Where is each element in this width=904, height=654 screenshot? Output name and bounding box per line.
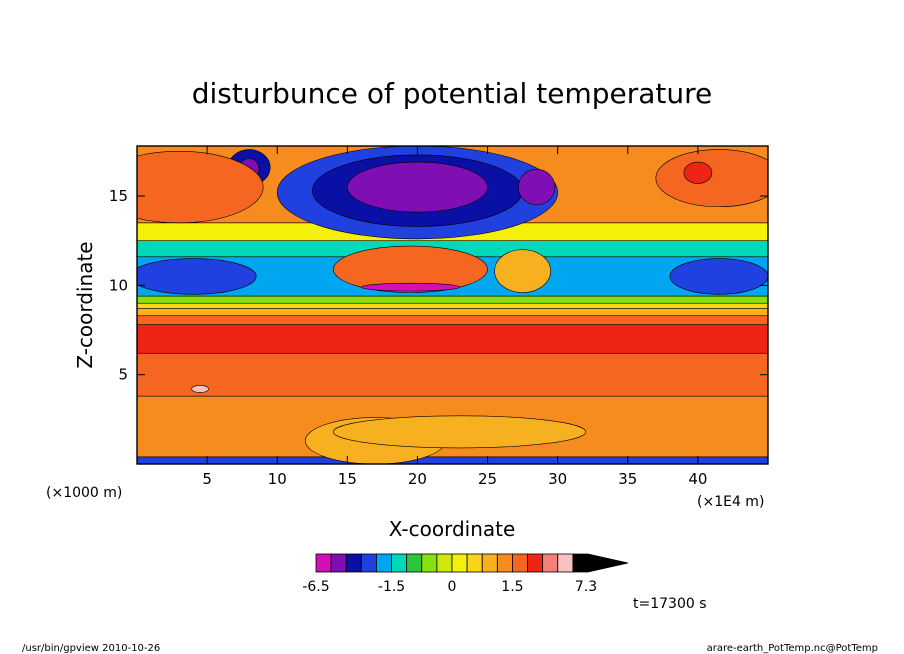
- field-blob: [683, 161, 713, 184]
- colorbar-swatch: [406, 553, 423, 573]
- field-blob: [333, 245, 488, 293]
- field-blob: [655, 149, 768, 208]
- colorbar-label: 1.5: [501, 579, 523, 595]
- field-blob: [669, 258, 768, 295]
- x-tick-label: 20: [408, 470, 427, 488]
- field-layer: [137, 146, 768, 464]
- x-unit-left: (×1000 m): [46, 485, 122, 501]
- field-blob: [494, 249, 551, 293]
- field-blob: [361, 282, 460, 292]
- x-tick-label: 40: [688, 470, 707, 488]
- colorbar-swatch: [345, 553, 362, 573]
- field-blob: [333, 415, 587, 449]
- chart-title: disturbunce of potential temperature: [192, 77, 713, 110]
- colorbar-swatch: [360, 553, 377, 573]
- colorbar-label: 0: [448, 579, 457, 595]
- x-tick-label: 25: [478, 470, 497, 488]
- x-tick-label: 5: [202, 470, 212, 488]
- colorbar-swatch: [451, 553, 468, 573]
- field-blob: [137, 151, 264, 224]
- colorbar-swatch: [557, 553, 574, 573]
- plot-area: 5 10 15 20 25 30 35 40 5 10 15: [109, 145, 769, 488]
- y-tick-label: 5: [118, 366, 128, 384]
- colorbar-swatch: [481, 553, 498, 573]
- colorbar-swatch: [466, 553, 483, 573]
- colorbar-swatch: [421, 553, 438, 573]
- x-axis-label: X-coordinate: [389, 517, 516, 541]
- colorbar-label: 7.3: [575, 579, 597, 595]
- field-blob: [137, 258, 257, 295]
- colorbar-swatch: [391, 553, 408, 573]
- field-band: [137, 295, 768, 304]
- field-blob: [518, 168, 556, 206]
- colorbar-swatch: [496, 553, 513, 573]
- field-band: [137, 315, 768, 325]
- colorbar-swatch: [330, 553, 347, 573]
- colorbar: -6.5 -1.5 0 1.5 7.3: [302, 553, 629, 595]
- colorbar-swatch: [436, 553, 453, 573]
- colorbar-label: -6.5: [302, 579, 329, 595]
- footer-right: arare-earth_PotTemp.nc@PotTemp: [707, 643, 878, 654]
- field-band: [137, 352, 768, 397]
- plot-frame: [136, 145, 769, 465]
- x-tick-label: 30: [548, 470, 567, 488]
- colorbar-label: -1.5: [378, 579, 405, 595]
- x-axis: 5 10 15 20 25 30 35 40: [202, 146, 707, 488]
- x-unit-right: (×1E4 m): [697, 494, 764, 510]
- x-tick-label: 35: [618, 470, 637, 488]
- footer-left: /usr/bin/gpview 2010-10-26: [22, 643, 160, 654]
- time-label: t=17300 s: [633, 596, 707, 612]
- x-tick-label: 15: [338, 470, 357, 488]
- field-blob: [191, 385, 209, 393]
- colorbar-swatch: [542, 553, 559, 573]
- colorbar-swatch: [527, 553, 544, 573]
- field-band: [137, 324, 768, 354]
- field-band: [137, 308, 768, 317]
- y-tick-label: 15: [109, 187, 128, 205]
- field-band: [137, 456, 768, 464]
- colorbar-swatch: [512, 553, 528, 573]
- colorbar-swatch: [572, 553, 629, 573]
- y-axis-label: Z-coordinate: [73, 241, 97, 368]
- colorbar-swatch: [315, 553, 332, 573]
- y-tick-label: 10: [109, 276, 128, 294]
- y-axis: 5 10 15: [109, 187, 768, 384]
- x-tick-label: 10: [268, 470, 287, 488]
- colorbar-swatch: [376, 553, 392, 573]
- field-band: [137, 302, 768, 309]
- field-blob: [347, 161, 488, 213]
